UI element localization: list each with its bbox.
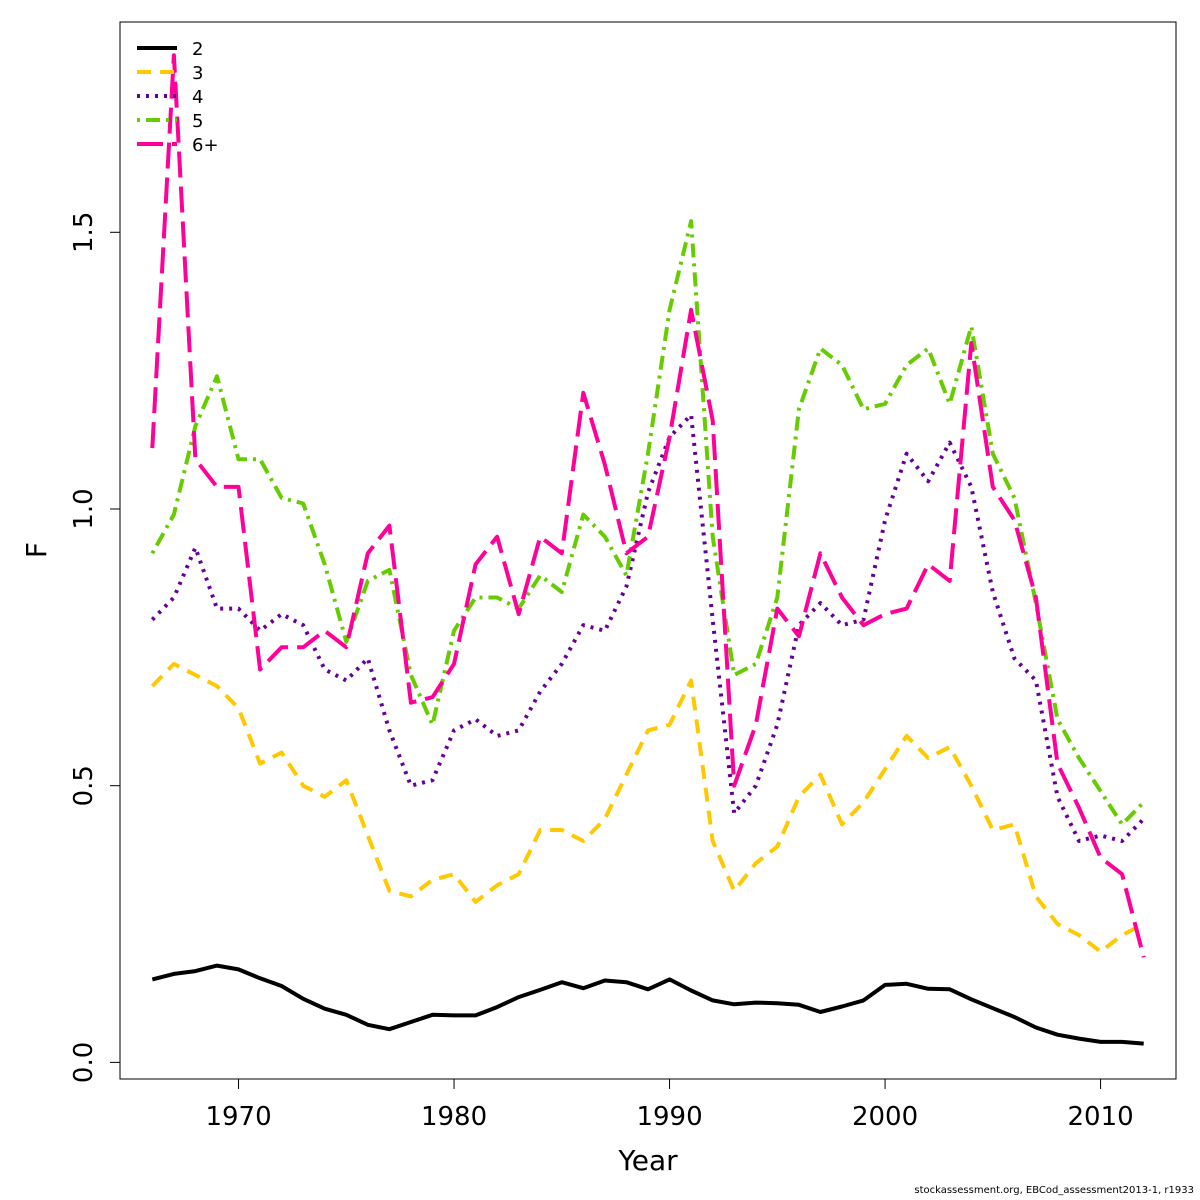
x-axis-title: Year [617,1144,678,1177]
x-tick-label: 1980 [421,1102,487,1132]
series-line-4 [150,412,1146,843]
legend-label: 5 [192,111,203,132]
legend-label: 3 [192,63,203,84]
x-tick-label: 2010 [1067,1102,1133,1132]
x-tick-label: 1970 [205,1102,271,1132]
series-layer [150,53,1146,1046]
y-tick-label: 1.5 [69,212,99,253]
y-tick-label: 0.0 [69,1042,99,1083]
legend-label: 4 [192,87,203,108]
legend-label: 6+ [192,135,219,156]
x-axis: 1970 1980 1990 2000 2010 [205,1078,1134,1132]
y-axis: 0.0 0.5 1.0 1.5 [69,212,121,1083]
series-line-2 [151,963,1144,1046]
plot-frame [119,21,1177,1080]
y-tick-label: 1.0 [69,488,99,529]
y-axis-title: F [20,542,53,558]
series-line-3 [150,661,1145,954]
y-tick-label: 0.5 [69,765,99,806]
legend-label: 2 [192,39,203,60]
series-line-5 [150,219,1146,827]
x-tick-label: 2000 [852,1102,918,1132]
series-line-6plus [150,53,1146,958]
x-tick-label: 1990 [636,1102,702,1132]
footer-credit: stockassessment.org, EBCod_assessment201… [914,1185,1194,1196]
legend: 2 3 4 5 6+ [137,39,219,156]
